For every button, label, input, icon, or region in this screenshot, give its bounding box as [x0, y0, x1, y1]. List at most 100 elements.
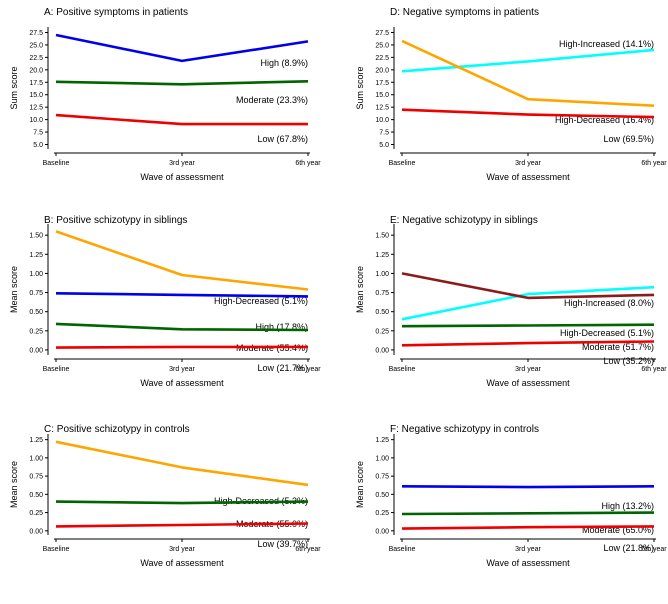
series-label: High (13.2%): [601, 501, 654, 511]
panel-title: B: Positive schizotypy in siblings: [44, 215, 187, 226]
y-tick-label: 0.25: [29, 328, 43, 335]
y-tick-label: 1.00: [375, 271, 389, 278]
series-label: Low (21.7%): [257, 363, 308, 373]
x-tick-label: 6th year: [295, 366, 321, 373]
y-tick-label: 0.75: [29, 290, 43, 297]
y-tick-label: 0.50: [375, 492, 389, 499]
series-line: [55, 113, 308, 126]
y-tick-label: 7.5: [379, 130, 389, 137]
series-line: [401, 39, 655, 107]
x-axis-label: Wave of assessment: [486, 378, 570, 388]
y-tick-label: 12.5: [29, 105, 43, 112]
y-tick-label: 1.25: [29, 252, 43, 259]
y-tick-label: 27.5: [375, 30, 389, 37]
y-axis-label: Mean score: [355, 461, 365, 508]
series-line: [401, 525, 655, 530]
series-label: High-Decreased (5.1%): [560, 328, 654, 338]
y-tick-label: 22.5: [375, 55, 389, 62]
y-tick-label: 0.50: [375, 309, 389, 316]
y-tick-label: 5.0: [33, 142, 43, 149]
panel-c: C: Positive schizotypy in controls 0.00 0.…: [9, 424, 321, 568]
series-label: High-Decreased (16.4%): [555, 115, 654, 125]
y-axis-label: Sum score: [355, 66, 365, 109]
y-tick-label: 15.0: [375, 92, 389, 99]
y-tick-label: 1.25: [375, 437, 389, 444]
panel-title: E: Negative schizotypy in siblings: [390, 215, 538, 226]
y-tick-label: 0.75: [29, 474, 43, 481]
series-line: [401, 340, 655, 347]
series-line: [55, 80, 309, 86]
y-tick-label: 1.00: [29, 455, 43, 462]
x-axis-label: Wave of assessment: [486, 558, 570, 568]
series-line: [55, 440, 309, 487]
series-label: Low (35.2%): [603, 356, 654, 366]
y-tick-label: 0.00: [375, 347, 389, 354]
x-axis-label: Wave of assessment: [486, 172, 570, 182]
y-axis-label: Sum score: [9, 66, 19, 109]
series-line: [55, 33, 309, 63]
series-line: [401, 272, 655, 300]
panel-d: D: Negative symptoms in patients 5.0 7.5 10…: [355, 7, 667, 182]
y-tick-label: 15.0: [29, 92, 43, 99]
y-tick-label: 10.0: [375, 117, 389, 124]
series-line: [55, 522, 309, 528]
panel-title: C: Positive schizotypy in controls: [44, 424, 190, 435]
series-line: [401, 511, 655, 516]
y-tick-label: 25.0: [29, 42, 43, 49]
panel-a: A: Positive symptoms in patients 5.0 7.5 10…: [9, 7, 321, 182]
y-axis-label: Mean score: [9, 266, 19, 313]
series-label: Low (69.5%): [603, 134, 654, 144]
x-tick-label: 3rd year: [169, 160, 195, 167]
series-line: [55, 345, 308, 349]
y-tick-label: 0.25: [375, 328, 389, 335]
y-tick-label: 1.50: [375, 233, 389, 240]
y-tick-label: 17.5: [375, 80, 389, 87]
y-tick-label: 0.50: [29, 309, 43, 316]
series-line: [401, 323, 655, 328]
series-line: [55, 230, 309, 291]
series-label: High-Increased (8.0%): [564, 298, 654, 308]
x-axis-label: Wave of assessment: [140, 558, 224, 568]
y-tick-label: 7.5: [33, 130, 43, 137]
y-tick-label: 1.25: [375, 252, 389, 259]
x-tick-label: Baseline: [389, 366, 416, 373]
y-tick-label: 1.50: [29, 233, 43, 240]
y-tick-label: 27.5: [29, 30, 43, 37]
x-tick-label: 6th year: [295, 546, 321, 553]
y-tick-label: 1.00: [29, 271, 43, 278]
series-label: Low (39.7%): [257, 539, 308, 549]
series-line: [55, 500, 309, 505]
y-tick-label: 0.00: [29, 528, 43, 535]
series-label: Low (67.8%): [257, 134, 308, 144]
panel-b: B: Positive schizotypy in siblings 0.00 0.…: [9, 215, 321, 388]
y-axis-label: Mean score: [9, 461, 19, 508]
x-tick-label: 6th year: [641, 546, 667, 553]
y-tick-label: 0.25: [29, 510, 43, 517]
series-label: Moderate (23.3%): [236, 95, 308, 105]
series-line: [401, 48, 655, 73]
panel-title: F: Negative schizotypy in controls: [390, 424, 539, 435]
x-tick-label: 3rd year: [515, 160, 541, 167]
y-tick-label: 10.0: [29, 117, 43, 124]
x-tick-label: Baseline: [43, 366, 70, 373]
y-tick-label: 1.25: [29, 437, 43, 444]
x-axis-label: Wave of assessment: [140, 172, 224, 182]
x-axis-label: Wave of assessment: [140, 378, 224, 388]
x-tick-label: 3rd year: [169, 366, 195, 373]
x-tick-label: 6th year: [295, 160, 321, 167]
y-tick-label: 12.5: [375, 105, 389, 112]
series-line: [401, 285, 655, 321]
panel-title: D: Negative symptoms in patients: [390, 7, 539, 18]
series-line: [55, 292, 309, 298]
series-label: Moderate (51.7%): [582, 342, 654, 352]
y-tick-label: 0.75: [375, 290, 389, 297]
x-tick-label: 3rd year: [169, 546, 195, 553]
y-tick-label: 17.5: [29, 80, 43, 87]
y-tick-label: 20.0: [375, 67, 389, 74]
panel-f: F: Negative schizotypy in controls 0.00 0.…: [355, 424, 667, 568]
panel-e: E: Negative schizotypy in siblings 0.00 0.…: [355, 215, 667, 388]
panel-title: A: Positive symptoms in patients: [44, 7, 188, 18]
x-tick-label: Baseline: [389, 160, 416, 167]
series-line: [401, 108, 655, 119]
